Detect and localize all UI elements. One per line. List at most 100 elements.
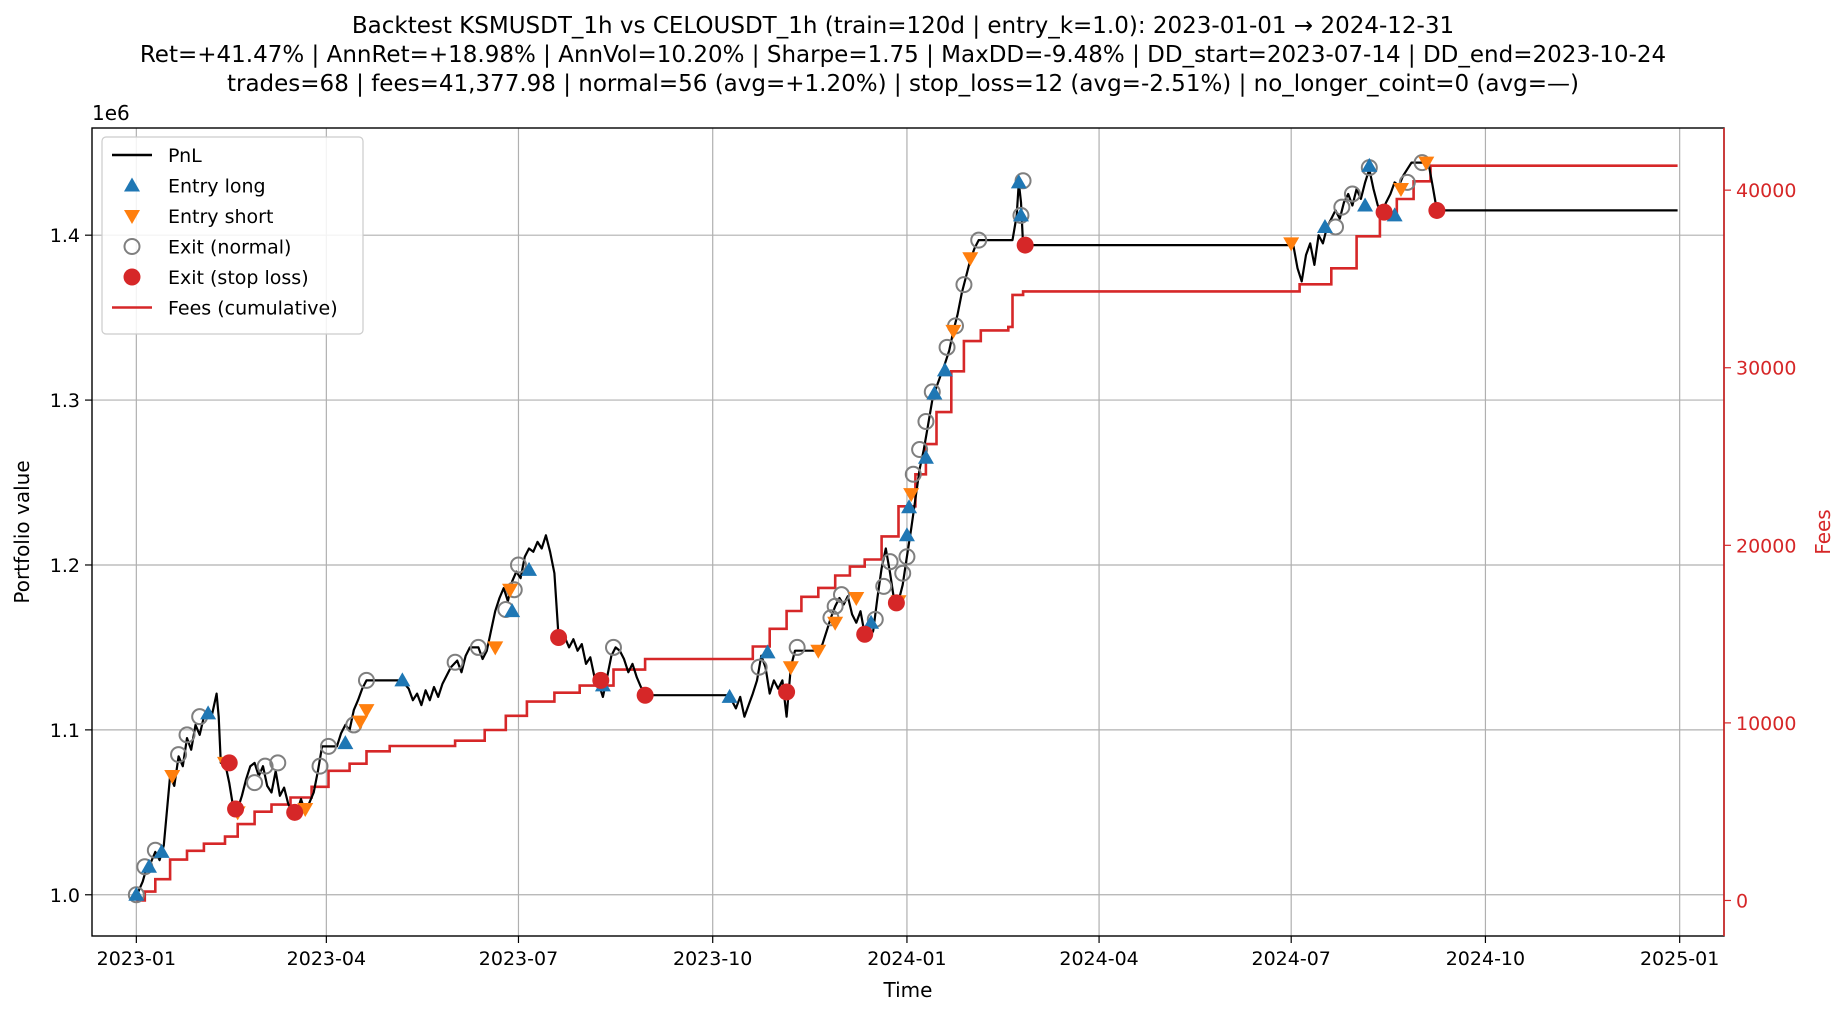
exit-normal-marker [319,737,337,755]
legend-label: Entry short [168,206,273,228]
exit-stop-marker [887,594,905,612]
legend-swatch-triangle-up [124,177,140,192]
entry-short-marker [502,583,519,598]
y-axis-right: 0 10000 20000 30000 40000 [1723,128,1796,936]
legend-label: Exit (stop loss) [168,267,309,289]
y-axis-left: 1.0 1.1 1.2 1.3 1.4 [50,225,92,907]
entry-short-marker [903,488,920,503]
entry-short-marker [164,770,181,785]
x-tick-label: 2023-01 [97,948,176,970]
chart-title-line-2: Ret=+41.47% | AnnRet=+18.98% | AnnVol=10… [140,42,1666,68]
exit-normal-marker [509,556,527,574]
entry-long-marker [759,644,776,659]
entry-long-marker [153,843,170,858]
exit-normal-marker [256,757,274,775]
entry-short-marker [487,641,504,656]
x-tick-label: 2024-01 [867,948,946,970]
legend-label: Exit (normal) [168,237,291,259]
exit-stop-marker [227,800,245,818]
y2-tick-label: 30000 [1736,358,1796,380]
entry-long-marker [1316,218,1333,233]
entry-long-marker [128,886,145,901]
x-axis-label: Time [883,978,933,1002]
entry-long-marker [917,449,934,464]
chart-title-line-3: trades=68 | fees=41,377.98 | normal=56 (… [227,71,1579,97]
x-tick-label: 2024-04 [1059,948,1138,970]
exit-normal-marker [1333,198,1351,216]
exit-normal-marker [446,653,464,671]
exit-normal-marker [311,757,329,775]
legend-box [101,136,364,335]
entry-short-marker [782,661,799,676]
chart-title-line-1: Backtest KSMUSDT_1h vs CELOUSDT_1h (trai… [352,13,1454,39]
exit-normal-marker [832,586,850,604]
exit-normal-marker [170,746,188,764]
exit-normal-marker [881,553,899,571]
entry-short-marker [297,803,314,818]
exit-normal-marker [938,338,956,356]
x-axis: 2023-01 2023-04 2023-07 2023-10 2024-01 2024-… [97,936,1719,970]
entry-long-marker [394,672,411,687]
legend-label: PnL [168,145,202,167]
entry-short-marker [945,324,962,339]
x-tick-label: 2023-07 [479,948,558,970]
exit-normal-marker [898,548,916,566]
grid [92,128,1724,936]
exit-stop-marker [778,683,796,701]
entry-short-marker [962,252,979,267]
exit-stop-marker [1016,236,1034,254]
entry-long-marker [1386,207,1403,222]
entry-long-marker [721,688,738,703]
exit-stop-marker [220,754,238,772]
y2-tick-label: 20000 [1736,535,1796,557]
entry-long-marker [1012,207,1029,222]
exit-normal-marker [246,774,264,792]
x-tick-label: 2024-07 [1251,948,1330,970]
legend-swatch-filled-circle [123,268,141,286]
fees-series [136,164,1678,902]
exit-normal-marker [269,754,287,772]
entry-long-marker [521,561,538,576]
entry-short-marker [810,644,827,659]
exit-stop-marker [1375,203,1393,221]
entry-long-marker [926,385,943,400]
entry-long-marker [200,705,217,720]
entry-long-marker [141,858,158,873]
x-tick-label: 2023-10 [673,948,752,970]
exit-normal-marker [1398,173,1416,191]
legend-swatch-open-circle [123,238,141,255]
exit-normal-marker [904,465,922,483]
entry-long-marker [337,735,354,750]
x-tick-label: 2025-01 [1640,948,1719,970]
exit-normal-marker [911,441,929,459]
exit-normal-marker [917,413,935,431]
chart-title: Backtest KSMUSDT_1h vs CELOUSDT_1h (trai… [140,13,1666,97]
entry-long-marker [1357,197,1374,212]
entry-long-marker [1361,157,1378,172]
entry-short-marker [352,715,369,730]
legend-label: Entry long [168,176,266,198]
exit-normal-marker [357,671,375,689]
exit-stop-marker [550,629,568,647]
y-tick-label: 1.2 [50,555,80,577]
x-tick-label: 2023-04 [287,948,366,970]
entry-short-marker [1283,237,1300,252]
exit-stop-marker [286,803,304,821]
entry-long-marker [504,603,521,618]
y2-tick-label: 40000 [1736,180,1796,202]
trade-markers [127,154,1446,904]
entry-long-marker [863,614,880,629]
y-axis-label: Portfolio value [10,460,34,603]
y2-axis-label: Fees [1811,509,1835,554]
legend: PnL Entry long Entry short Exit (normal) Exi… [101,136,364,335]
legend-swatch-triangle-down [124,210,140,224]
y2-tick-label: 10000 [1736,713,1796,735]
entry-short-marker [358,704,375,719]
entry-short-marker [848,591,865,606]
exit-normal-marker [875,577,893,595]
y2-tick-label: 0 [1736,890,1748,912]
exit-stop-marker [1428,201,1446,219]
entry-long-marker [1010,174,1027,189]
exit-normal-marker [604,638,622,656]
